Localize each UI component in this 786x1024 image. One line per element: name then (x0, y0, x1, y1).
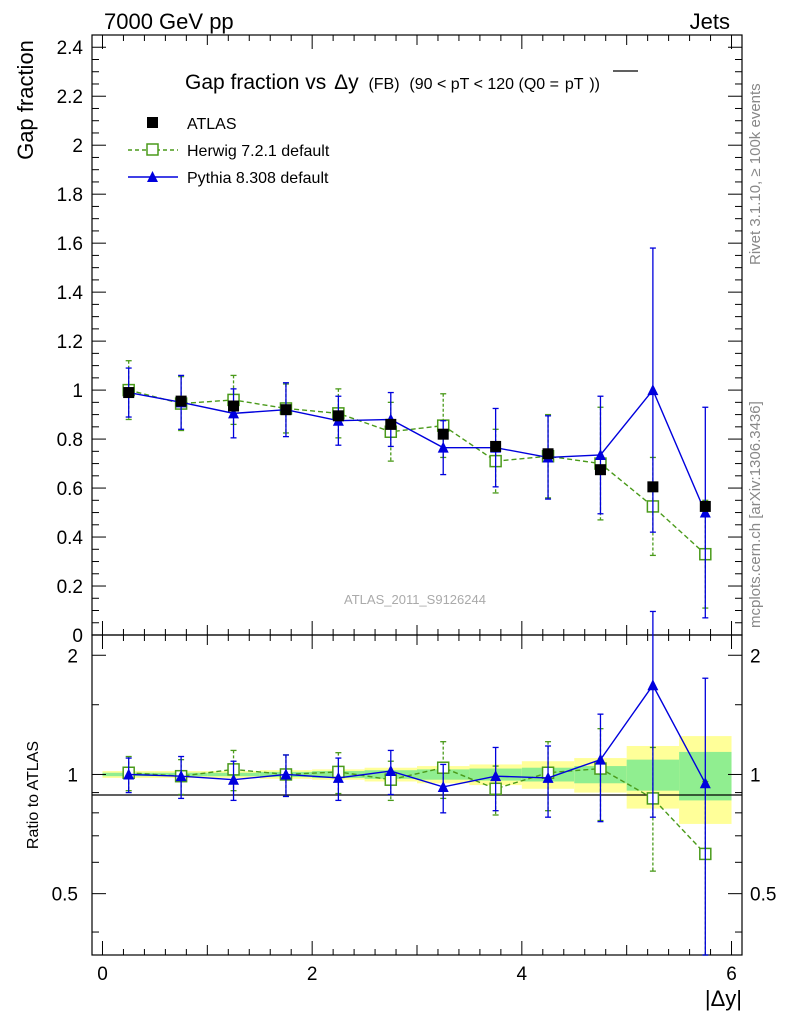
analysis-watermark: ATLAS_2011_S9126244 (344, 592, 486, 607)
ratio-herwig-line (128, 766, 706, 855)
pythia-point (594, 449, 606, 460)
main-y-tick-label: 0.6 (57, 479, 83, 500)
main-y-tick-label: 2.2 (57, 87, 83, 108)
atlas-point (542, 448, 554, 460)
ratio-pythia-point (175, 770, 187, 782)
ratio-uncertainty-bands (102, 736, 732, 824)
atlas-point (228, 400, 240, 412)
atlas-point (175, 395, 187, 407)
atlas-point (594, 464, 606, 476)
pythia-point (228, 407, 240, 419)
ratio-pythia-line (128, 683, 706, 788)
ratio-pythia-point (594, 753, 606, 765)
main-y-tick-label: 1.8 (57, 185, 83, 206)
pythia-point (437, 441, 449, 453)
chart-title: Gap fraction vs Δy (FB) (90 < pT < 120 (… (185, 71, 600, 94)
ratio-pythia-point (385, 765, 397, 777)
atlas-point (123, 387, 135, 399)
ratio-pythia-point (280, 768, 292, 780)
ratio-x-tick-label: 6 (726, 964, 737, 985)
title-delta: Δy (334, 71, 359, 94)
ratio-y-tick-label-right: 0.5 (750, 885, 776, 906)
main-y-ticks: 0 0.2 0.4 0.6 0.8 1 1.2 1.4 1.6 1.8 2 2.2 2.4 (57, 34, 742, 647)
legend: ATLAS Herwig 7.2.1 default Pythia 8.308 … (128, 116, 330, 187)
title-main: Gap fraction vs (185, 71, 326, 94)
legend-atlas-marker (147, 117, 158, 128)
ratio-pythia-point (542, 771, 554, 783)
ratio-x-tick-label: 4 (517, 964, 528, 985)
main-y-tick-label: 1.2 (57, 332, 83, 353)
title-q0: pT (565, 76, 584, 93)
main-y-tick-label: 0 (72, 626, 83, 647)
main-panel: 0 0.2 0.4 0.6 0.8 1 1.2 1.4 1.6 1.8 2 2.2 2.4 Gap fr… (13, 34, 743, 647)
main-y-tick-label: 2.4 (57, 38, 84, 59)
ratio-pythia-point (332, 771, 344, 783)
ratio-data (122, 610, 712, 956)
ratio-pythia-point (647, 679, 659, 691)
ratio-pythia-point (490, 770, 502, 782)
atlas-point (385, 418, 397, 430)
ratio-x-tick-label: 2 (307, 964, 318, 985)
atlas-point (699, 500, 711, 512)
atlas-point (647, 481, 659, 493)
main-y-tick-label: 0.4 (57, 528, 84, 549)
ratio-y-tick-label: 2 (67, 646, 78, 667)
herwig-line (128, 389, 706, 555)
legend-herwig-label: Herwig 7.2.1 default (187, 143, 330, 160)
ratio-y-axis-label: Ratio to ATLAS (25, 741, 42, 849)
ratio-pythia-point (228, 773, 240, 785)
ratio-pythia-point (437, 780, 449, 792)
legend-atlas-label: ATLAS (187, 116, 237, 133)
header-right: Jets (690, 9, 730, 34)
main-y-axis-label: Gap fraction (13, 40, 38, 160)
ratio-y-tick-label: 0.5 (52, 885, 78, 906)
atlas-point (332, 410, 344, 422)
mcplots-label: mcplots.cern.ch [arXiv:1306.3436] (747, 401, 764, 628)
rivet-label: Rivet 3.1.10, ≥ 100k events (747, 83, 764, 265)
ratio-y-tick-label-right: 2 (750, 646, 761, 667)
atlas-point (437, 428, 449, 440)
pythia-line (128, 388, 706, 513)
main-y-tick-label: 0.2 (57, 577, 83, 598)
legend-pythia-marker (147, 171, 158, 182)
title-close: )) (589, 76, 600, 93)
atlas-point (280, 404, 292, 416)
ratio-y-tick-label-right: 1 (750, 765, 761, 786)
ratio-y-tick-label: 1 (67, 765, 78, 786)
main-x-ticks (101, 35, 733, 635)
main-y-tick-label: 1.4 (57, 283, 84, 304)
ratio-pythia-point (699, 777, 711, 789)
header-left: 7000 GeV pp (104, 9, 234, 34)
ratio-x-ticks: 0 2 4 6 (97, 635, 737, 985)
pythia-point (699, 506, 711, 518)
title-tag: (FB) (368, 76, 399, 93)
legend-pythia-label: Pythia 8.308 default (187, 170, 329, 187)
main-y-tick-label: 1.6 (57, 234, 83, 255)
main-y-tick-label: 2 (72, 136, 83, 157)
ratio-pythia-point (123, 768, 135, 780)
ratio-y-ticks: 0.5 0.5 1 1 2 2 (52, 646, 776, 933)
ratio-x-tick-label: 0 (97, 964, 108, 985)
legend-herwig-marker (146, 143, 159, 156)
x-axis-label: |Δy| (705, 986, 742, 1011)
atlas-point (490, 440, 502, 452)
main-y-tick-label: 0.8 (57, 430, 83, 451)
main-data (122, 247, 712, 619)
main-y-tick-label: 1 (72, 381, 83, 402)
pythia-point (647, 384, 659, 396)
title-range: (90 < pT < 120 (Q0 = (409, 76, 559, 93)
